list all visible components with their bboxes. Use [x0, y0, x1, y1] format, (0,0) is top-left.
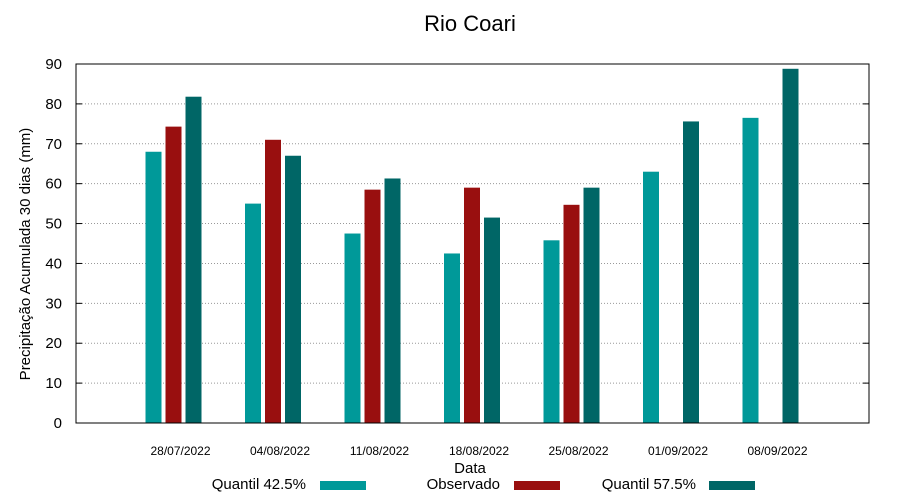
bar-observado-4	[563, 204, 580, 423]
plot-frame	[75, 63, 870, 424]
bar-quantil-42-5--1	[245, 203, 261, 423]
legend-swatch	[320, 481, 366, 490]
bar-quantil-42-5--5	[643, 171, 659, 423]
y-tick-label: 0	[54, 415, 62, 432]
legend-swatch	[709, 481, 755, 490]
chart-title: Rio Coari	[424, 11, 516, 36]
x-tick-label: 04/08/2022	[250, 444, 310, 458]
bar-quantil-57-5--0	[185, 96, 202, 423]
y-tick-label: 20	[45, 335, 62, 352]
legend-label: Quantil 57.5%	[602, 476, 696, 493]
x-axis-label: Data	[454, 460, 486, 477]
y-tick-label: 40	[45, 255, 62, 272]
bar-quantil-57-5--5	[683, 121, 699, 423]
bar-quantil-42-5--3	[444, 253, 460, 423]
x-tick-label: 18/08/2022	[449, 444, 509, 458]
bar-quantil-57-5--2	[384, 178, 401, 423]
bar-quantil-57-5--3	[484, 217, 500, 423]
x-axis-ticks: 28/07/2022 04/08/2022 11/08/2022 18/08/2022…	[150, 444, 807, 458]
x-tick-label: 01/09/2022	[648, 444, 708, 458]
y-tick-label: 60	[45, 176, 62, 193]
bar-observado-2	[364, 189, 381, 423]
y-axis-label: Precipitação Acumulada 30 dias (mm)	[17, 128, 34, 381]
y-tick-label: 30	[45, 295, 62, 312]
bar-quantil-42-5--0	[145, 151, 162, 423]
x-tick-label: 28/07/2022	[150, 444, 210, 458]
bar-quantil-57-5--6	[782, 68, 799, 423]
bar-quantil-57-5--1	[285, 155, 301, 423]
x-tick-label: 25/08/2022	[548, 444, 608, 458]
y-axis-ticks: 0 10 20 30 40 50 60 70 80 90	[45, 56, 869, 432]
bar-quantil-42-5--6	[742, 117, 759, 423]
legend-label: Quantil 42.5%	[212, 476, 306, 493]
bars	[145, 68, 799, 424]
bar-quantil-57-5--4	[583, 187, 600, 423]
y-tick-label: 80	[45, 96, 62, 113]
x-tick-label: 11/08/2022	[350, 444, 409, 458]
bar-observado-0	[165, 126, 182, 424]
y-tick-label: 50	[45, 216, 62, 233]
bar-quantil-42-5--2	[344, 233, 361, 423]
y-tick-label: 90	[45, 56, 62, 73]
x-tick-label: 08/09/2022	[747, 444, 807, 458]
bar-quantil-42-5--4	[543, 240, 560, 423]
legend-swatch	[514, 481, 560, 490]
y-tick-label: 70	[45, 136, 62, 153]
bar-observado-1	[265, 139, 281, 424]
legend: Quantil 42.5% Observado Quantil 57.5%	[212, 476, 755, 493]
y-tick-label: 10	[45, 375, 62, 392]
bar-observado-3	[464, 187, 480, 423]
legend-label: Observado	[427, 476, 500, 493]
